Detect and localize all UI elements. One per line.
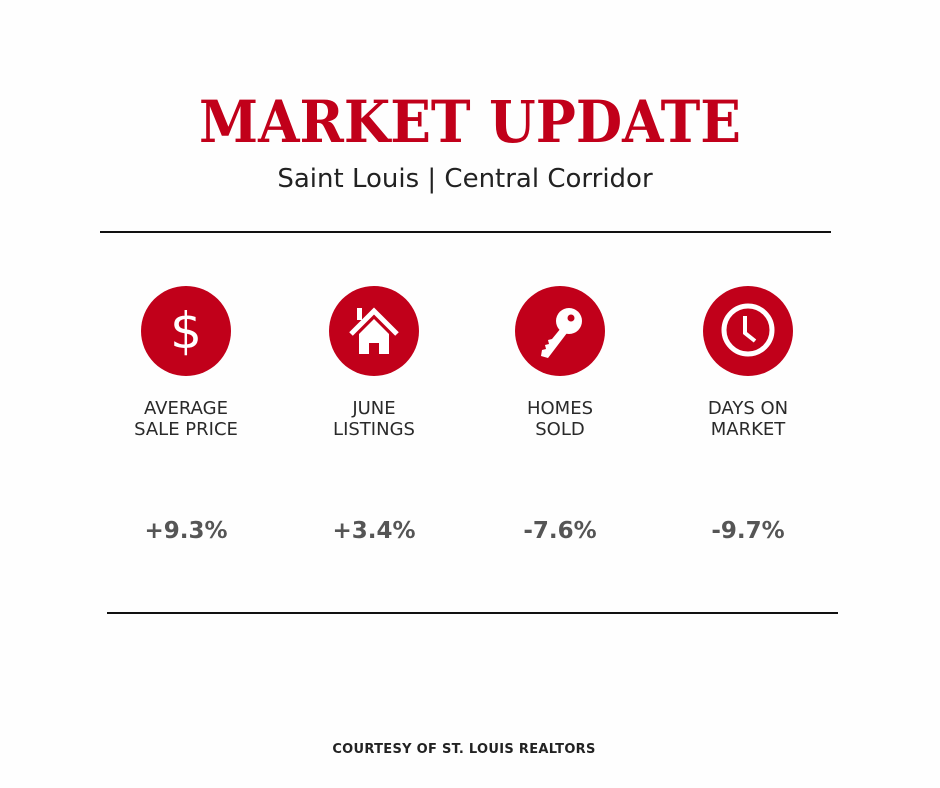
stat-value: -9.7%	[711, 518, 785, 544]
stat-label: DAYS ON MARKET	[707, 398, 789, 440]
house-icon	[329, 286, 419, 376]
stat-value: +3.4%	[332, 518, 416, 544]
top-divider	[100, 231, 831, 233]
footer-credit: COURTESY OF ST. LOUIS REALTORS	[332, 742, 596, 757]
stat-label: JUNE LISTINGS	[333, 398, 415, 440]
svg-text:$: $	[170, 302, 202, 360]
dollar-icon: $	[141, 286, 231, 376]
bottom-divider	[107, 612, 838, 614]
page-subtitle: Saint Louis | Central Corridor	[277, 164, 653, 194]
stat-value: +9.3%	[144, 518, 228, 544]
key-icon	[515, 286, 605, 376]
clock-icon	[703, 286, 793, 376]
stat-label: AVERAGE SALE PRICE	[134, 398, 238, 440]
page-title: MARKET UPDATE	[199, 88, 741, 156]
stat-label: HOMES SOLD	[526, 398, 594, 440]
stat-value: -7.6%	[523, 518, 597, 544]
